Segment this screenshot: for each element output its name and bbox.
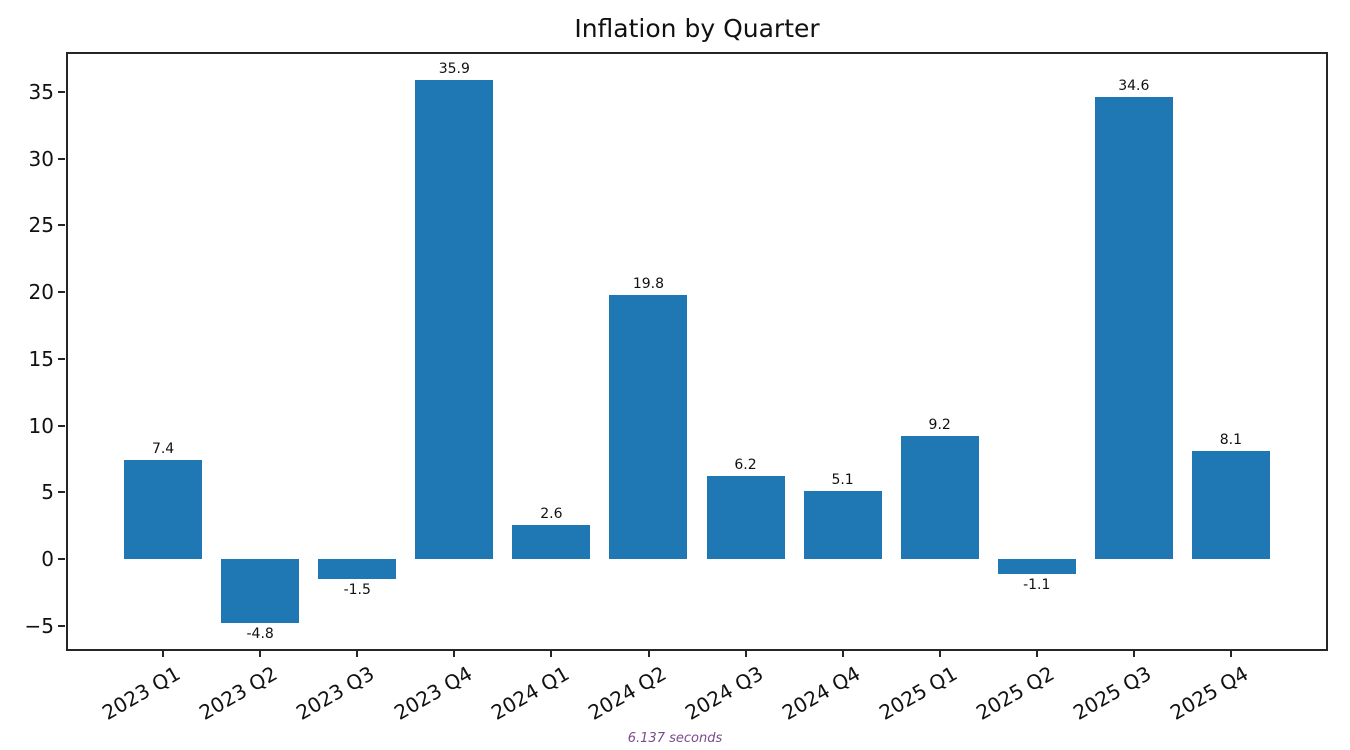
bar-value-label: 5.1: [831, 472, 854, 489]
y-tick-label: 25: [28, 213, 54, 238]
y-tick-label: 35: [28, 79, 54, 104]
x-tick-label: 2025 Q1: [874, 661, 962, 725]
y-tick: [58, 157, 65, 160]
y-tick: [58, 357, 65, 360]
bar-value-label: 9.2: [928, 417, 951, 434]
x-tick-label: 2023 Q2: [195, 661, 282, 725]
bar-value-label: 35.9: [438, 60, 470, 77]
y-tick-label: 30: [28, 146, 54, 171]
x-tick: [1132, 650, 1135, 657]
y-tick-label: 0: [41, 547, 54, 572]
bar-value-label: -1.5: [343, 582, 371, 599]
y-tick-label: 15: [28, 346, 54, 371]
x-tick-label: 2025 Q3: [1069, 661, 1156, 725]
bar-value-label: 34.6: [1118, 78, 1150, 95]
x-tick: [356, 650, 359, 657]
y-tick-label: −5: [24, 613, 54, 638]
bar: [221, 559, 299, 624]
chart-title: Inflation by Quarter: [574, 14, 820, 43]
y-tick: [58, 224, 65, 227]
x-tick: [1229, 650, 1232, 657]
x-tick: [453, 650, 456, 657]
x-tick: [162, 650, 165, 657]
bar: [318, 559, 396, 580]
y-tick: [58, 491, 65, 494]
bar-value-label: -1.1: [1023, 576, 1051, 593]
bar-value-label: 7.4: [151, 441, 175, 458]
bar: [1095, 97, 1173, 560]
bar-value-label: 8.1: [1219, 432, 1243, 448]
y-tick: [58, 558, 65, 561]
x-tick-label: 2023 Q3: [292, 661, 379, 725]
x-tick: [938, 650, 941, 657]
timing-caption: 6.137 seconds: [627, 731, 723, 746]
bar: [901, 436, 979, 560]
bar: [804, 491, 882, 560]
x-tick-label: 2024 Q2: [583, 661, 670, 725]
bar: [609, 294, 687, 560]
y-tick: [58, 624, 65, 627]
y-tick: [58, 424, 65, 427]
x-tick-label: 2024 Q1: [486, 661, 573, 725]
bar-value-label: -4.8: [246, 626, 274, 643]
x-tick-label: 2025 Q2: [972, 661, 1059, 725]
x-tick-label: 2023 Q1: [98, 661, 185, 725]
x-tick: [550, 650, 553, 657]
x-tick-label: 2023 Q4: [389, 661, 476, 725]
bar-value-label: 2.6: [540, 505, 563, 522]
bar-value-label: 19.8: [632, 275, 665, 292]
x-tick: [1035, 650, 1038, 657]
x-tick-label: 2024 Q4: [777, 661, 865, 725]
x-tick: [647, 650, 650, 657]
bar-value-label: 6.2: [734, 457, 757, 474]
y-tick: [58, 291, 65, 294]
y-tick-label: 5: [41, 480, 54, 505]
bar: [512, 524, 590, 560]
x-tick-label: 2025 Q4: [1166, 661, 1253, 725]
y-tick-label: 10: [28, 413, 54, 438]
y-tick: [58, 90, 65, 93]
bar: [998, 559, 1076, 574]
x-tick-label: 2024 Q3: [680, 661, 767, 725]
bar: [124, 460, 202, 560]
bar: [415, 79, 493, 560]
x-tick: [744, 650, 747, 657]
bar: [1192, 451, 1270, 560]
y-tick-label: 20: [28, 280, 54, 305]
x-tick: [841, 650, 844, 657]
bar: [707, 476, 785, 560]
x-tick: [259, 650, 262, 657]
